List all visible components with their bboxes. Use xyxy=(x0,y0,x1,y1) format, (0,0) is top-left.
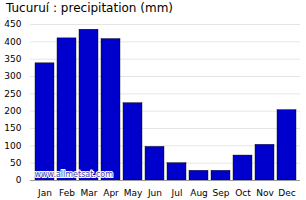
svg-text:250: 250 xyxy=(4,89,21,99)
svg-text:www.allmetsat.com: www.allmetsat.com xyxy=(35,170,114,179)
svg-text:400: 400 xyxy=(4,37,21,47)
svg-text:Jul: Jul xyxy=(171,188,183,198)
svg-text:0: 0 xyxy=(16,175,22,185)
svg-text:Jan: Jan xyxy=(37,188,52,198)
svg-text:Aug: Aug xyxy=(190,188,208,198)
svg-text:Dec: Dec xyxy=(278,188,295,198)
svg-text:Apr: Apr xyxy=(103,188,119,198)
svg-text:50: 50 xyxy=(10,158,22,168)
svg-text:May: May xyxy=(124,188,143,198)
svg-text:450: 450 xyxy=(4,19,21,29)
svg-text:100: 100 xyxy=(4,141,21,151)
svg-text:Jun: Jun xyxy=(147,188,162,198)
svg-text:Mar: Mar xyxy=(81,188,98,198)
html-text:Tucuruí : precipitation (mm): Tucuruí : precipitation (mm) xyxy=(6,1,173,15)
svg-text:150: 150 xyxy=(4,123,21,133)
svg-text:Oct: Oct xyxy=(235,188,251,198)
svg-text:300: 300 xyxy=(4,71,21,81)
svg-text:Feb: Feb xyxy=(59,188,75,198)
svg-text:350: 350 xyxy=(4,54,21,64)
svg-text:Nov: Nov xyxy=(256,188,274,198)
svg-text:Sep: Sep xyxy=(213,188,230,198)
svg-text:200: 200 xyxy=(4,106,21,116)
